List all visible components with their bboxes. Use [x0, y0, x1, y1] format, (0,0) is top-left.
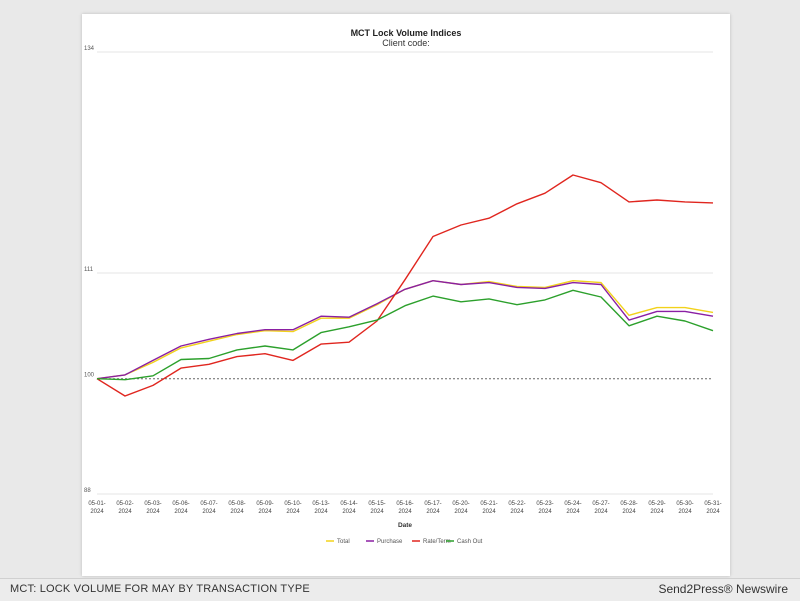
y-tick-label: 134 — [84, 46, 95, 52]
x-tick-label: 05-13-2024 — [312, 501, 329, 515]
x-tick-label: 05-16-2024 — [396, 501, 413, 515]
chart-title: MCT Lock Volume Indices — [351, 28, 462, 38]
caption-bar: MCT: LOCK VOLUME FOR MAY BY TRANSACTION … — [0, 578, 800, 601]
y-tick-label: 111 — [84, 267, 94, 273]
x-tick-label: 05-24-2024 — [564, 501, 581, 515]
x-tick-label: 05-28-2024 — [620, 501, 637, 515]
x-tick-label: 05-09-2024 — [256, 501, 273, 515]
x-tick-label: 05-10-2024 — [284, 501, 301, 515]
x-tick-label: 05-23-2024 — [536, 501, 553, 515]
x-tick-label: 05-01-2024 — [88, 501, 105, 515]
caption-text: MCT: LOCK VOLUME FOR MAY BY TRANSACTION … — [10, 583, 310, 595]
x-tick-label: 05-29-2024 — [648, 501, 665, 515]
y-tick-label: 88 — [84, 488, 91, 494]
x-tick-label: 05-17-2024 — [424, 501, 441, 515]
legend-label: Rate/Term — [423, 539, 451, 545]
x-tick-label: 05-27-2024 — [592, 501, 609, 515]
series-line-total — [96, 280, 714, 380]
y-tick-label: 100 — [84, 373, 95, 379]
x-tick-label: 05-06-2024 — [172, 501, 189, 515]
x-tick-label: 05-20-2024 — [452, 501, 469, 515]
x-tick-label: 05-03-2024 — [144, 501, 161, 515]
series-line-purchase — [96, 280, 714, 380]
x-tick-label: 05-31-2024 — [704, 501, 721, 515]
legend-label: Purchase — [377, 539, 403, 545]
series-line-rate-term — [96, 174, 714, 397]
x-tick-label: 05-30-2024 — [676, 501, 693, 515]
chart-card: MCT Lock Volume Indices Client code: 88 100… — [82, 14, 730, 576]
x-tick-label: 05-22-2024 — [508, 501, 525, 515]
newswire-credit: Send2Press® Newswire — [658, 582, 788, 596]
chart-subtitle: Client code: — [382, 38, 430, 48]
x-axis-label: Date — [398, 522, 412, 529]
legend-label: Total — [337, 539, 350, 545]
series-line-cash-out — [96, 289, 714, 381]
x-tick-label: 05-02-2024 — [116, 501, 133, 515]
legend-label: Cash Out — [457, 539, 483, 545]
x-tick-label: 05-14-2024 — [340, 501, 357, 515]
x-tick-label: 05-08-2024 — [228, 501, 245, 515]
x-tick-label: 05-07-2024 — [200, 501, 217, 515]
x-tick-label: 05-15-2024 — [368, 501, 385, 515]
x-tick-label: 05-21-2024 — [480, 501, 497, 515]
